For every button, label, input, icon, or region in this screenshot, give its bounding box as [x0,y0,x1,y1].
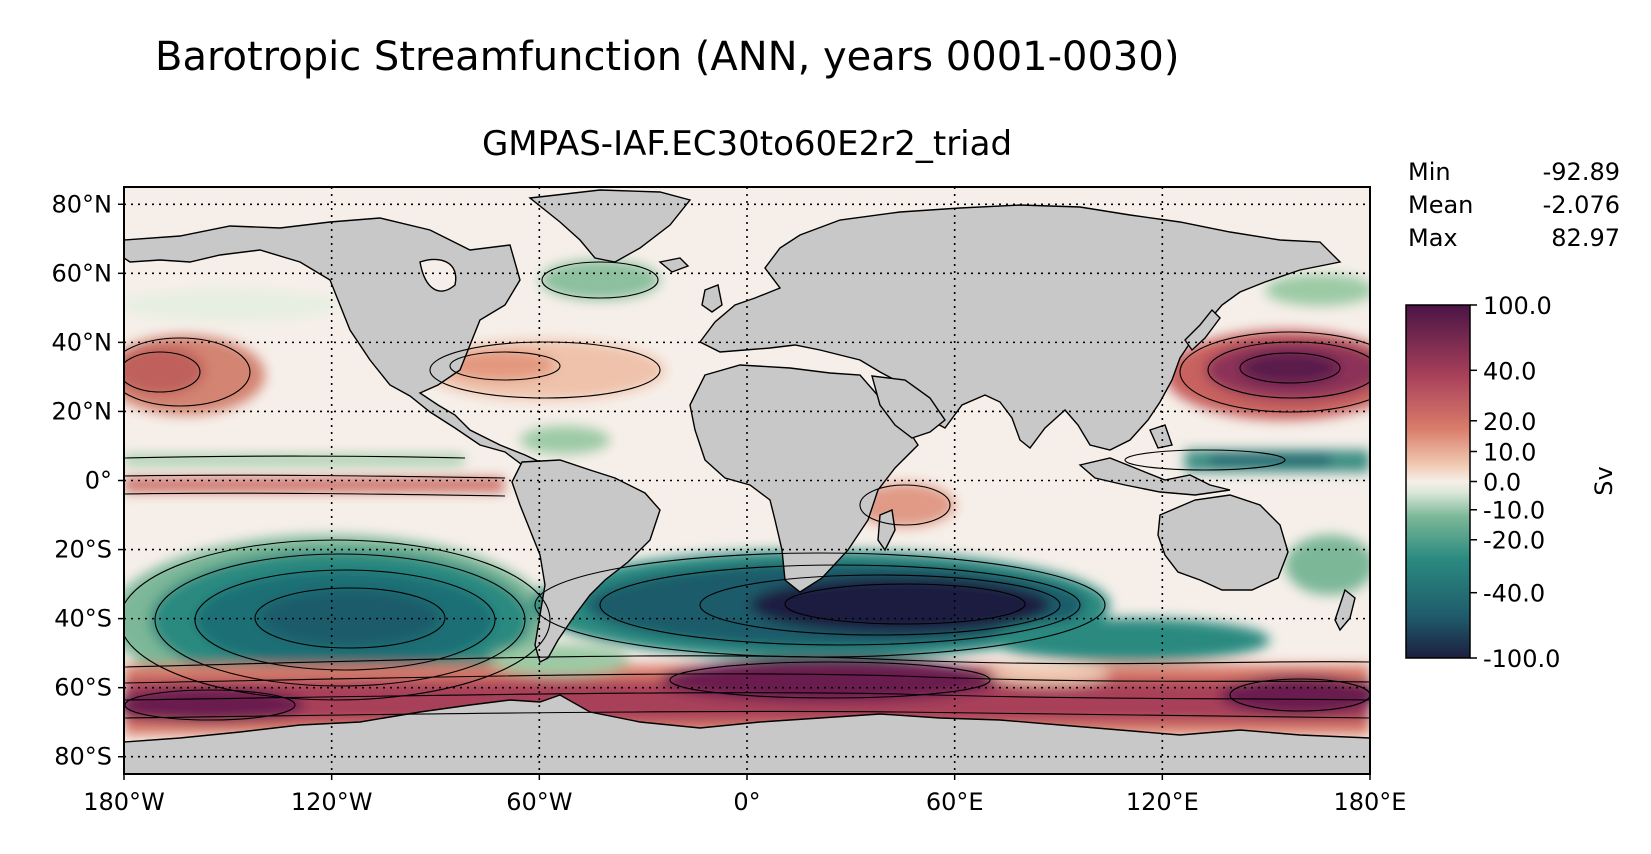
colorbar-gradient [1405,304,1471,659]
stat-label: Mean [1408,191,1474,219]
stat-label: Min [1408,158,1451,186]
colorbar-ticks: 100.0 40.0 20.010.0 0.0-10.0-20.0 -40.0 -100.… [1470,292,1560,673]
stat-value: -92.89 [1542,158,1620,186]
lat-tick-label: 80°N [52,190,113,218]
lat-tick-label: 60°S [54,674,112,702]
colorbar-tick-label: 20.0 [1483,408,1536,436]
stat-max: Max 82.97 [1408,222,1620,255]
lon-tick-label: 60°E [926,788,984,816]
stat-value: -2.076 [1542,191,1620,219]
colorbar-unit-label: Sv [1590,466,1618,495]
colorbar-tick-label: 10.0 [1483,438,1536,466]
colorbar-tick-label: -100.0 [1483,645,1560,673]
lon-tick-label: 60°W [506,788,572,816]
iceland [658,257,690,273]
colorbar-tick-label: -20.0 [1483,527,1545,555]
lat-tick-label: 20°S [54,536,112,564]
lat-tick-label: 0° [85,467,112,495]
africa [689,364,919,593]
lat-tick-label: 60°N [52,259,113,287]
lon-tick-label: 180°E [1334,788,1407,816]
latitude-ticks: 80°N 60°N 40°N 20°N 0° 20°S 40°S 60°S 80°S [52,190,124,771]
greenland [528,189,692,263]
lon-tick-label: 120°E [1126,788,1199,816]
stats-panel: Min -92.89 Mean -2.076 Max 82.97 [1408,156,1620,255]
stat-label: Max [1408,224,1458,252]
colorbar-tick-label: -10.0 [1483,497,1545,525]
lon-tick-label: 180°W [83,788,165,816]
colorbar: 100.0 40.0 20.010.0 0.0-10.0-20.0 -40.0 -100.… [1405,292,1618,673]
stat-value: 82.97 [1551,224,1620,252]
british-isles [701,284,723,313]
longitude-ticks: 180°W 120°W 60°W 0° 60°E 120°E 180°E [83,774,1406,816]
new-zealand [1334,588,1356,632]
lon-tick-label: 0° [733,788,760,816]
colorbar-tick-label: 0.0 [1483,469,1521,497]
colorbar-tick-label: 40.0 [1483,357,1536,385]
stat-min: Min -92.89 [1408,156,1620,189]
stat-mean: Mean -2.076 [1408,189,1620,222]
map-area [124,187,1370,774]
map-subtitle: GMPAS-IAF.EC30to60E2r2_triad [481,124,1013,164]
lat-tick-label: 40°N [52,328,113,356]
figure-title: Barotropic Streamfunction (ANN, years 00… [155,34,1180,80]
contour-lines [124,261,1370,721]
lat-tick-label: 80°S [54,743,112,771]
australia [1157,494,1289,591]
japan [1184,308,1221,352]
colorbar-tick-label: 100.0 [1483,292,1552,320]
gridlines [124,187,1370,774]
lat-tick-label: 40°S [54,605,112,633]
arabia [871,375,946,439]
colorbar-tick-label: -40.0 [1483,580,1545,608]
maritime-continent [1078,457,1231,496]
lon-tick-label: 120°W [291,788,373,816]
madagascar [877,509,896,552]
lat-tick-label: 20°N [52,397,113,425]
